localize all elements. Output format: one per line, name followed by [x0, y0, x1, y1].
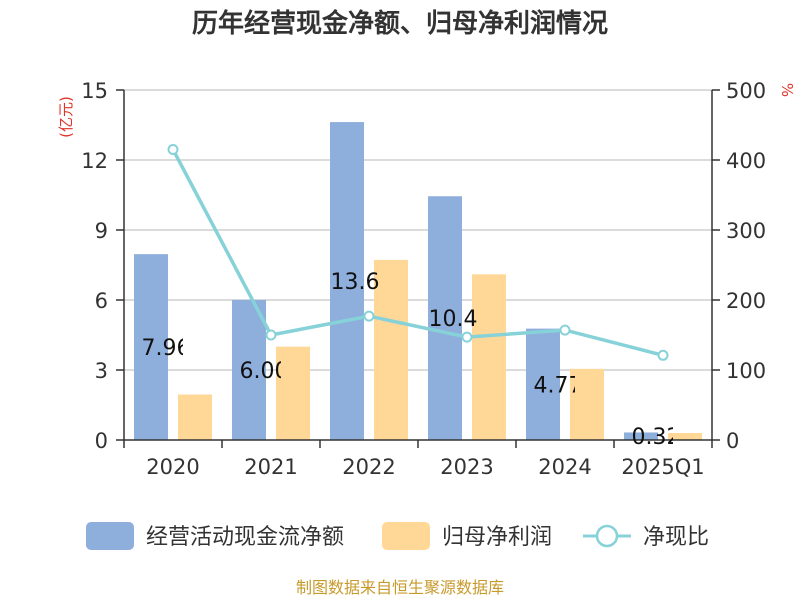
- ratio-point: [461, 331, 473, 343]
- legend-label-net-profit: 归母净利润: [442, 525, 552, 550]
- bars: [134, 122, 702, 440]
- bar-data-label: 10.447: [429, 307, 506, 332]
- y-right-tick-label: 100: [726, 359, 766, 383]
- legend-label-cash-flow: 经营活动现金流净额: [146, 525, 344, 550]
- bar-data-label: 13.625: [331, 270, 408, 295]
- source-note: 制图数据来自恒生聚源数据库: [296, 578, 504, 597]
- axes: 0 3 6 9 12 15 0 100 200 300 400 500 2020 2021 2022 2023…: [81, 79, 766, 479]
- ratio-polyline: [171, 148, 664, 357]
- y-right-tick-label: 0: [726, 429, 739, 453]
- ratio-line: [167, 144, 669, 361]
- y-right-tick-label: 200: [726, 289, 766, 313]
- bar-net-profit: [472, 274, 506, 440]
- bar-net-profit: [374, 259, 408, 440]
- gridlines: [124, 89, 712, 371]
- x-tick-label: 2022: [342, 455, 395, 479]
- x-tick-label: 2025Q1: [621, 455, 704, 479]
- ratio-point: [363, 310, 375, 322]
- data-labels: 7.965 6.004 13.625 10.447 4.773 0.323: [142, 270, 695, 450]
- y-right-tick-label: 400: [726, 149, 766, 173]
- y-left-tick-label: 15: [81, 79, 108, 103]
- y-right-tick-label: 500: [726, 79, 766, 103]
- bar-cash-flow: [134, 254, 168, 440]
- x-tick-label: 2021: [244, 455, 297, 479]
- y-left-tick-label: 0: [95, 429, 108, 453]
- bar-cash-flow: [330, 122, 364, 440]
- legend-swatch-ratio-marker: [595, 524, 619, 548]
- ratio-point: [657, 349, 669, 361]
- y-right-tick-label: 300: [726, 219, 766, 243]
- legend[interactable]: 经营活动现金流净额 归母净利润 净现比: [86, 522, 709, 550]
- x-tick-label: 2024: [538, 455, 591, 479]
- bar-data-label: 0.323: [632, 425, 695, 450]
- y-left-tick-label: 6: [95, 289, 108, 313]
- ratio-point: [167, 144, 179, 155]
- bar-data-label: 6.004: [240, 359, 303, 384]
- y-right-axis-label: %: [778, 83, 796, 97]
- bar-cash-flow: [428, 196, 462, 440]
- bar-cash-flow: [624, 432, 658, 440]
- legend-swatch-cash-flow: [86, 522, 134, 550]
- bar-net-profit: [668, 433, 702, 440]
- chart-title: 历年经营现金净额、归母净利润情况: [192, 8, 608, 39]
- x-tick-label: 2023: [440, 455, 493, 479]
- legend-swatch-net-profit: [382, 522, 430, 550]
- x-tick-label: 2020: [146, 455, 199, 479]
- y-left-tick-label: 12: [81, 149, 108, 173]
- bar-net-profit: [570, 368, 604, 440]
- y-left-tick-label: 3: [95, 359, 108, 383]
- bar-net-profit: [276, 346, 310, 440]
- bar-net-profit: [178, 394, 212, 440]
- bar-cash-flow: [526, 328, 560, 440]
- ratio-point: [559, 324, 571, 336]
- y-left-tick-label: 9: [95, 219, 108, 243]
- ratio-point: [265, 329, 277, 341]
- bar-data-label: 7.965: [142, 336, 205, 361]
- legend-label-ratio: 净现比: [643, 525, 709, 550]
- bar-cash-flow: [232, 299, 266, 440]
- y-left-axis-label: (亿元): [57, 96, 75, 138]
- bar-data-label: 4.773: [534, 373, 597, 398]
